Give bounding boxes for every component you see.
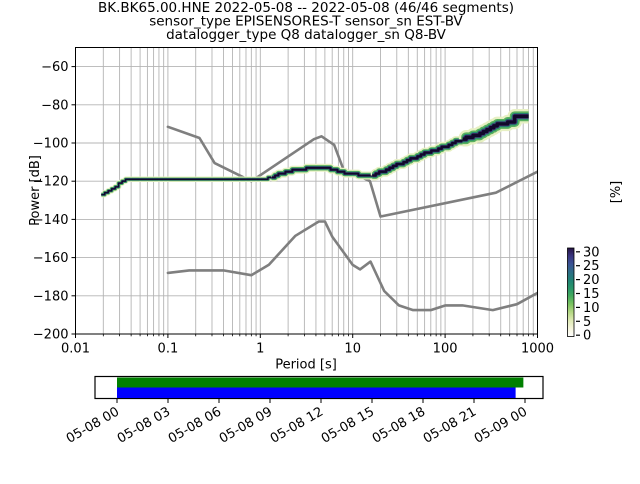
plot-title-line1: BK.BK65.00.HNE 2022-05-08 -- 2022-05-08 … xyxy=(98,0,514,16)
psd-density-layer-4 xyxy=(271,166,376,179)
time-tick-label: 05-08 06 xyxy=(166,404,224,446)
colorbar-tick-label: 15 xyxy=(583,287,600,302)
time-tick-label: 05-08 21 xyxy=(421,404,479,446)
x-tick-label: 1000 xyxy=(521,342,554,357)
colorbar-tick-label: 20 xyxy=(583,273,600,288)
availability-data-bar xyxy=(117,387,516,398)
psd-density-layer-4 xyxy=(372,138,467,177)
time-tick-label: 05-08 15 xyxy=(319,404,377,446)
time-tick-label: 05-08 03 xyxy=(115,404,173,446)
colorbar-tick-label: 25 xyxy=(583,259,600,274)
y-axis-label: Power [dB] xyxy=(28,155,43,226)
psd-density-layer-3 xyxy=(101,176,275,196)
y-tick-label: −80 xyxy=(41,98,68,113)
time-tick-label: 05-08 09 xyxy=(217,404,275,446)
axes-frame xyxy=(75,47,538,335)
y-tick-label: −180 xyxy=(33,289,69,304)
availability-processed-bar xyxy=(117,377,524,388)
y-tick-label: −120 xyxy=(33,175,69,190)
plot-title-line2: sensor_type EPISENSORES-T sensor_sn EST-… xyxy=(149,14,463,30)
y-tick-label: −100 xyxy=(33,137,69,152)
y-tick-label: −140 xyxy=(33,213,69,228)
y-tick-label: −160 xyxy=(33,251,69,266)
time-tick-label: 05-09 00 xyxy=(472,404,530,446)
time-tick-label: 05-08 18 xyxy=(370,404,428,446)
x-tick-label: 100 xyxy=(433,342,458,357)
axis-ticks: 0.01 0.1 1 10 100 1000 −60 −80 −100 −120 −140 −160 −… xyxy=(33,60,554,356)
psd-density-layer-4 xyxy=(101,176,275,196)
y-tick-label: −200 xyxy=(33,328,69,343)
colorbar-label: [%] xyxy=(609,181,624,204)
y-tick-label: −60 xyxy=(41,60,68,75)
colorbar-tick-label: 0 xyxy=(583,329,591,344)
psd-density-layer-4 xyxy=(462,114,529,141)
colorbar-gradient xyxy=(567,247,575,337)
x-tick-label: 0.01 xyxy=(61,342,90,357)
grid-lines xyxy=(75,47,538,334)
plot-frame xyxy=(75,47,538,335)
colorbar-tick-label: 5 xyxy=(583,315,591,330)
peterson_nlnm-line xyxy=(166,220,538,312)
data-layer xyxy=(101,109,538,312)
x-tick-label: 10 xyxy=(344,342,361,357)
x-axis-label: Period [s] xyxy=(275,358,337,373)
x-tick-label: 1 xyxy=(256,342,264,357)
colorbar-tick-label: 10 xyxy=(583,301,600,316)
time-tick-label: 05-08 00 xyxy=(64,404,122,446)
x-tick-label: 0.1 xyxy=(158,342,179,357)
plot-title-line3: datalogger_type Q8 datalogger_sn Q8-BV xyxy=(166,27,447,43)
time-tick-label: 05-08 12 xyxy=(268,404,326,446)
colorbar-tick-label: 30 xyxy=(583,245,600,260)
peterson_nhnm-line xyxy=(166,125,538,218)
